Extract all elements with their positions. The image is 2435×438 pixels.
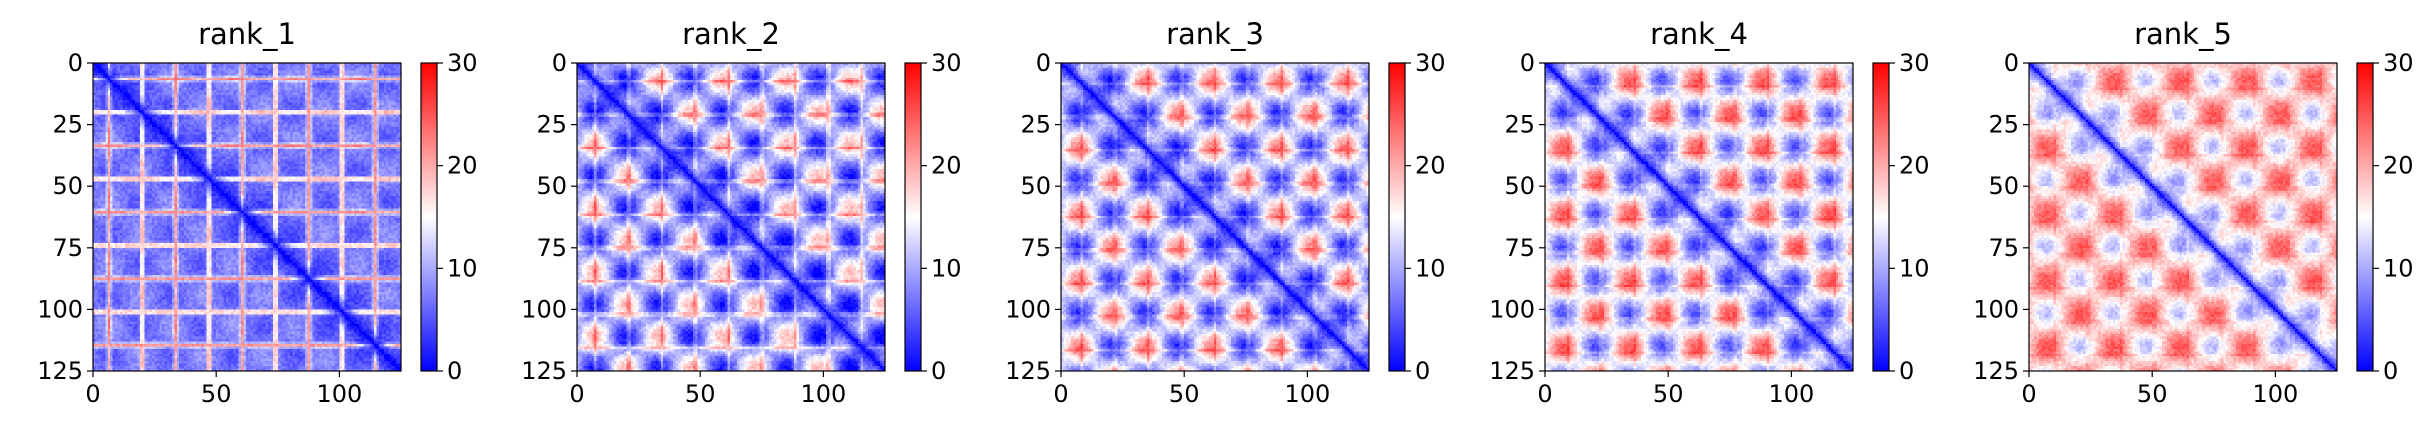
plot-frame	[2028, 62, 2338, 372]
x-tick-label: 50	[1653, 380, 1684, 408]
colorbar-tick-label: 20	[1899, 152, 1930, 180]
y-tick-label: 50	[1988, 172, 2019, 200]
y-tick-label: 125	[37, 357, 83, 385]
x-tick-label: 0	[1537, 380, 1552, 408]
chart-title: rank_4	[1650, 17, 1748, 51]
colorbar	[2356, 62, 2374, 372]
colorbar-tick-label: 20	[2383, 152, 2414, 180]
y-tick-label: 75	[52, 234, 83, 262]
colorbar-tick-label: 0	[2383, 357, 2398, 385]
y-tick-label: 75	[1988, 234, 2019, 262]
y-tick-label: 50	[536, 172, 567, 200]
y-tick-label: 0	[2004, 49, 2019, 77]
y-tick-label: 50	[1504, 172, 1535, 200]
colorbar-tick-label: 30	[1899, 49, 1930, 77]
y-tick-label: 75	[536, 234, 567, 262]
heatmap-matrix	[1061, 63, 1369, 371]
colorbar-tick-label: 10	[1899, 254, 1930, 282]
y-tick-label: 0	[1036, 49, 1051, 77]
y-tick-label: 50	[1020, 172, 1051, 200]
colorbar-tick-label: 10	[447, 254, 478, 282]
colorbar-tick-label: 0	[1899, 357, 1914, 385]
x-tick-label: 100	[2252, 380, 2298, 408]
x-tick-label: 50	[2137, 380, 2168, 408]
x-tick-label: 0	[569, 380, 584, 408]
y-tick-label: 25	[52, 111, 83, 139]
y-tick-label: 50	[52, 172, 83, 200]
colorbar-tick-label: 10	[931, 254, 962, 282]
heatmap-matrix	[2029, 63, 2337, 371]
chart-title: rank_1	[198, 17, 296, 51]
y-tick-label: 100	[521, 295, 567, 323]
x-tick-label: 0	[2021, 380, 2036, 408]
x-tick-label: 100	[1768, 380, 1814, 408]
colorbar	[420, 62, 438, 372]
heatmap-matrix	[1545, 63, 1853, 371]
colorbar-tick-label: 0	[1415, 357, 1430, 385]
colorbar-tick-label: 30	[447, 49, 478, 77]
colorbar-tick-label: 10	[1415, 254, 1446, 282]
y-tick-label: 25	[536, 111, 567, 139]
y-tick-label: 75	[1020, 234, 1051, 262]
chart-title: rank_3	[1166, 17, 1264, 51]
y-tick-label: 75	[1504, 234, 1535, 262]
y-tick-label: 125	[521, 357, 567, 385]
chart-title: rank_5	[2134, 17, 2232, 51]
colorbar-tick-label: 0	[931, 357, 946, 385]
plot-frame	[92, 62, 402, 372]
x-tick-label: 50	[201, 380, 232, 408]
y-tick-label: 25	[1988, 111, 2019, 139]
colorbar	[1872, 62, 1890, 372]
x-tick-label: 100	[316, 380, 362, 408]
y-tick-label: 125	[1973, 357, 2019, 385]
colorbar-tick-label: 20	[1415, 152, 1446, 180]
y-tick-label: 0	[552, 49, 567, 77]
x-tick-label: 100	[1284, 380, 1330, 408]
y-tick-label: 100	[37, 295, 83, 323]
colorbar-tick-label: 30	[931, 49, 962, 77]
x-tick-label: 50	[1169, 380, 1200, 408]
plot-frame	[1544, 62, 1854, 372]
chart-title: rank_2	[682, 17, 780, 51]
colorbar	[1388, 62, 1406, 372]
y-tick-label: 125	[1005, 357, 1051, 385]
colorbar-tick-label: 20	[931, 152, 962, 180]
x-tick-label: 50	[685, 380, 716, 408]
y-tick-label: 100	[1973, 295, 2019, 323]
heatmap-matrix	[93, 63, 401, 371]
y-tick-label: 0	[1520, 49, 1535, 77]
x-tick-label: 100	[800, 380, 846, 408]
y-tick-label: 25	[1504, 111, 1535, 139]
colorbar-tick-label: 10	[2383, 254, 2414, 282]
plot-frame	[1060, 62, 1370, 372]
colorbar-tick-label: 0	[447, 357, 462, 385]
heatmap-matrix	[577, 63, 885, 371]
colorbar-tick-label: 20	[447, 152, 478, 180]
colorbar-tick-label: 30	[2383, 49, 2414, 77]
colorbar	[904, 62, 922, 372]
x-tick-label: 0	[1053, 380, 1068, 408]
y-tick-label: 100	[1005, 295, 1051, 323]
y-tick-label: 25	[1020, 111, 1051, 139]
y-tick-label: 100	[1489, 295, 1535, 323]
y-tick-label: 125	[1489, 357, 1535, 385]
plot-frame	[576, 62, 886, 372]
x-tick-label: 0	[85, 380, 100, 408]
colorbar-tick-label: 30	[1415, 49, 1446, 77]
y-tick-label: 0	[68, 49, 83, 77]
